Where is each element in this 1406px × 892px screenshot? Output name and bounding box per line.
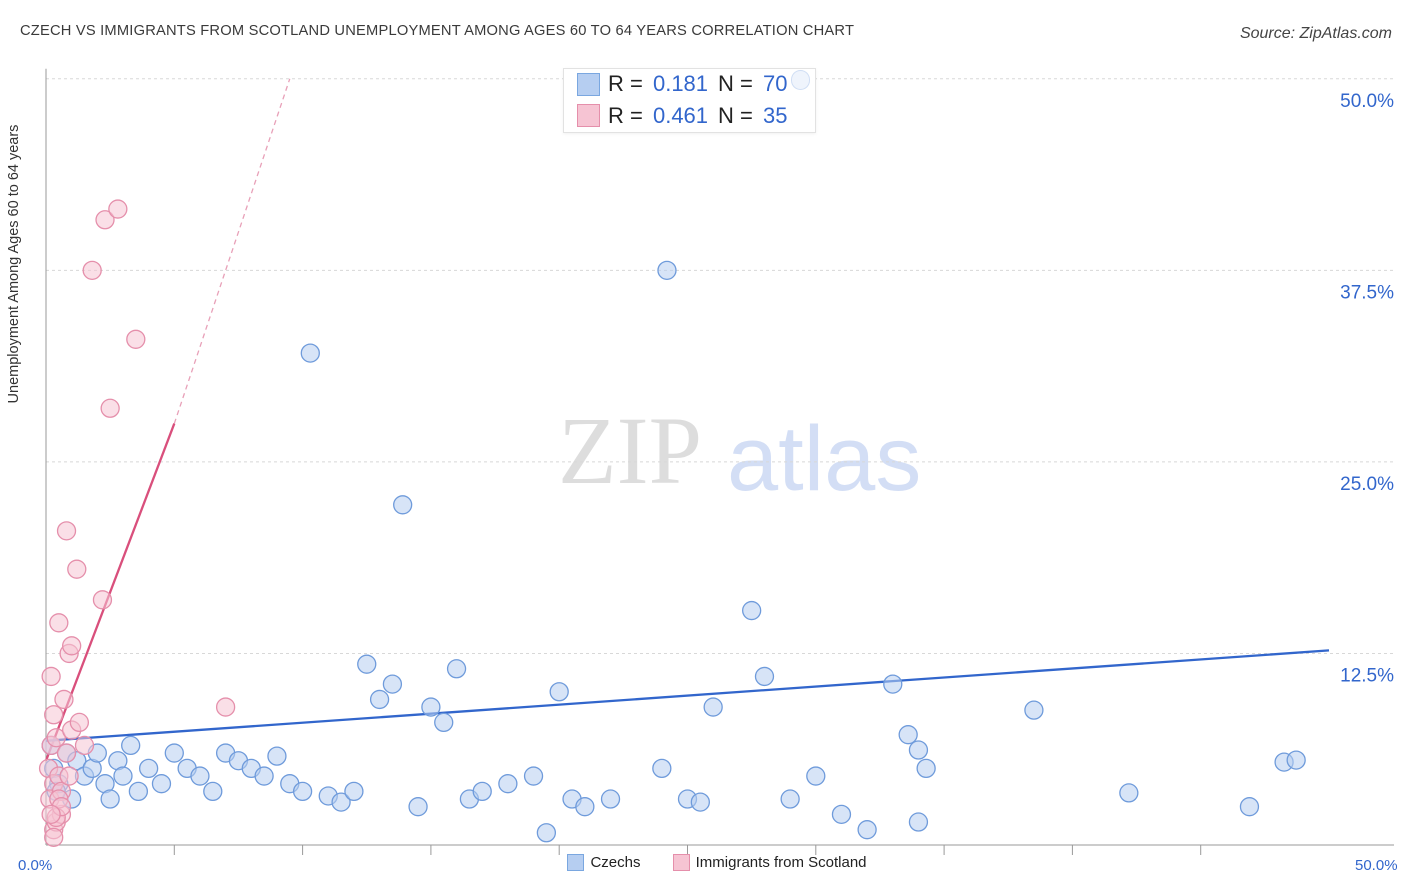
svg-text:25.0%: 25.0% <box>1340 474 1394 495</box>
svg-text:37.5%: 37.5% <box>1340 282 1394 303</box>
svg-text:12.5%: 12.5% <box>1340 665 1394 686</box>
svg-text:50.0%: 50.0% <box>1340 91 1394 112</box>
